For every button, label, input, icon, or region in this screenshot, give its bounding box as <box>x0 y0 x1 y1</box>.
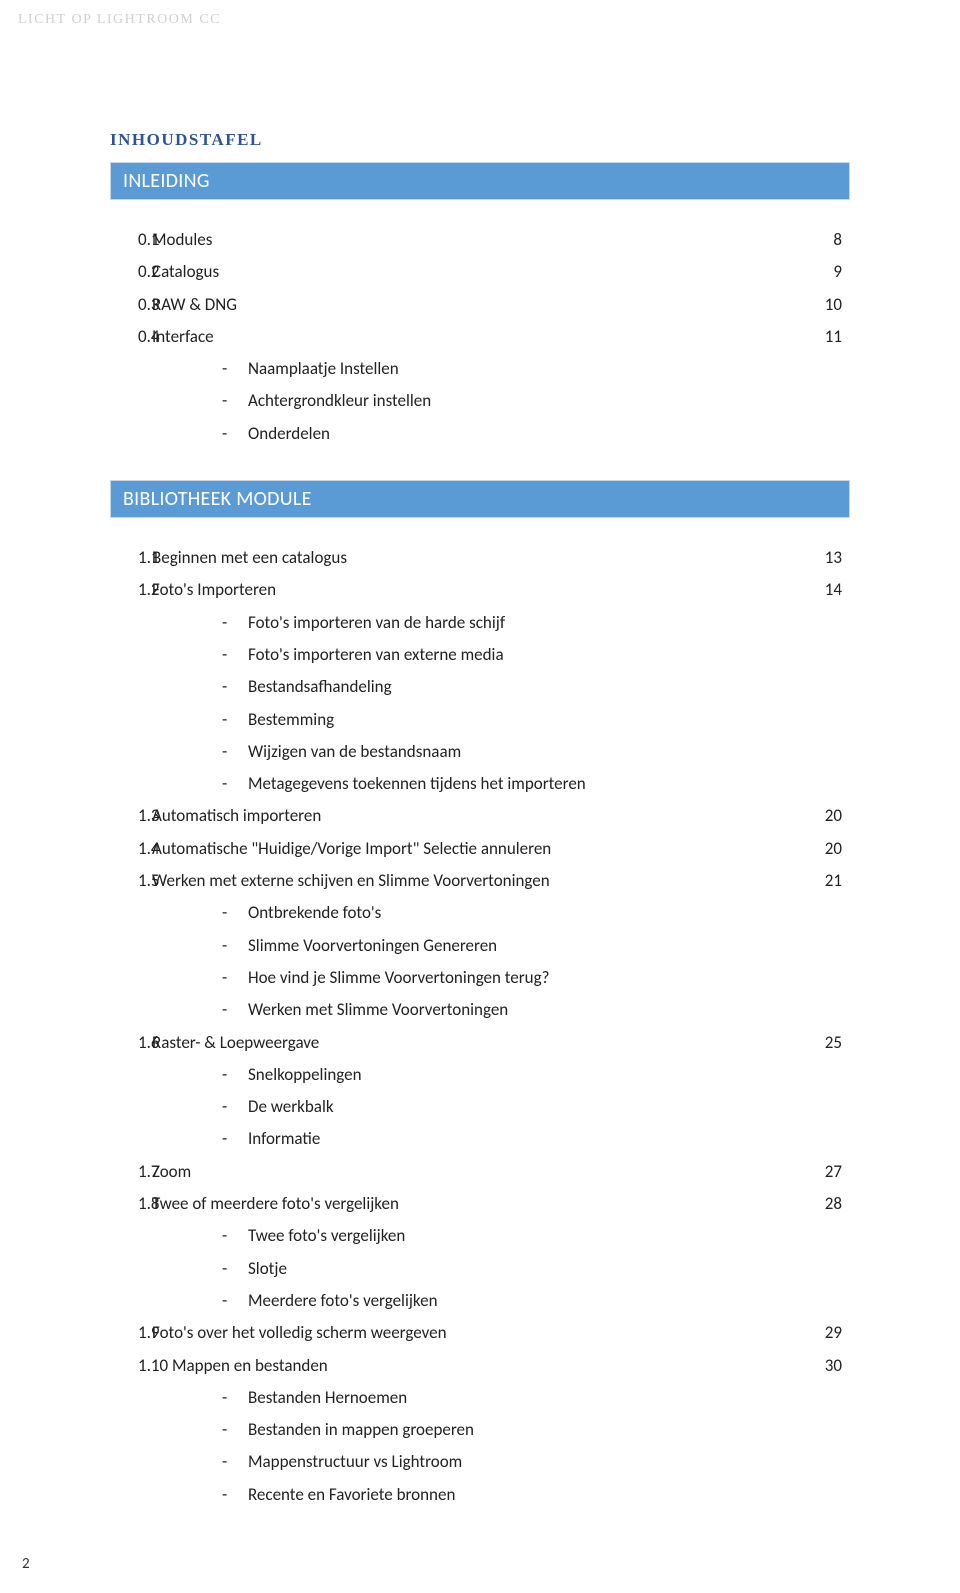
toc-sublist: SnelkoppelingenDe werkbalkInformatie <box>110 1059 850 1156</box>
toc-subitem: Mappenstructuur vs Lightroom <box>222 1446 850 1478</box>
toc-subitem: Slotje <box>222 1253 850 1285</box>
toc-entry-num: 0.2 <box>110 256 146 288</box>
toc-row: 0.2Catalogus9 <box>110 256 850 288</box>
toc-block-intro: 0.1Modules80.2Catalogus90.3RAW & DNG100.… <box>110 224 850 450</box>
toc-entry-num: 1.1 <box>110 542 146 574</box>
toc-row: 1.10 Mappen en bestanden 30 <box>110 1350 850 1382</box>
toc-block-biblio: 1.1Beginnen met een catalogus131.2Foto's… <box>110 542 850 1511</box>
toc-subitem: Metagegevens toekennen tijdens het impor… <box>222 768 850 800</box>
toc-entry-page: 30 <box>790 1350 850 1382</box>
heading-bar-bibliotheek: BIBLIOTHEEK MODULE <box>110 480 850 518</box>
running-header: LICHT OP LIGHTROOM CC <box>18 12 221 28</box>
toc-entry-label: Automatisch importeren <box>146 800 790 832</box>
toc-entry-num: 1.2 <box>110 574 146 606</box>
toc-entry-num: 1.5 <box>110 865 146 897</box>
toc-subitem: Ontbrekende foto's <box>222 897 850 929</box>
toc-entry-num: 0.3 <box>110 289 146 321</box>
toc-entry-num: 1.7 <box>110 1156 146 1188</box>
toc-subitem: Onderdelen <box>222 418 850 450</box>
toc-subitem: Bestanden in mappen groeperen <box>222 1414 850 1446</box>
toc-entry-num: 1.3 <box>110 800 146 832</box>
toc-entry-label: Beginnen met een catalogus <box>146 542 790 574</box>
toc-entry-page: 20 <box>790 833 850 865</box>
toc-subitem: Wijzigen van de bestandsnaam <box>222 736 850 768</box>
toc-entry-page: 28 <box>790 1188 850 1220</box>
toc-subitem: Twee foto's vergelijken <box>222 1220 850 1252</box>
toc-subitem: Bestemming <box>222 704 850 736</box>
toc-subitem: Hoe vind je Slimme Voorvertoningen terug… <box>222 962 850 994</box>
toc-entry-label: Foto's over het volledig scherm weergeve… <box>146 1317 790 1349</box>
toc-subitem: Naamplaatje Instellen <box>222 353 850 385</box>
toc-entry-label: Modules <box>146 224 790 256</box>
toc-subitem: Bestanden Hernoemen <box>222 1382 850 1414</box>
toc-subitem: Bestandsafhandeling <box>222 671 850 703</box>
toc-row: 0.3RAW & DNG10 <box>110 289 850 321</box>
toc-sublist: Twee foto's vergelijkenSlotjeMeerdere fo… <box>110 1220 850 1317</box>
toc-sublist: Ontbrekende foto'sSlimme Voorvertoningen… <box>110 897 850 1026</box>
toc-entry-num: 1.8 <box>110 1188 146 1220</box>
toc-row: 1.8Twee of meerdere foto's vergelijken28 <box>110 1188 850 1220</box>
toc-subitem: Foto's importeren van externe media <box>222 639 850 671</box>
section-title: INHOUDSTAFEL <box>110 130 850 150</box>
toc-entry-page: 14 <box>790 574 850 606</box>
toc-entry-label: Raster- & Loepweergave <box>146 1027 790 1059</box>
toc-row: 0.4Interface11 <box>110 321 850 353</box>
toc-entry-page: 20 <box>790 800 850 832</box>
toc-row: 0.1Modules8 <box>110 224 850 256</box>
toc-entry-num: 1.4 <box>110 833 146 865</box>
toc-entry-num: 1.9 <box>110 1317 146 1349</box>
toc-sublist: Bestanden HernoemenBestanden in mappen g… <box>110 1382 850 1511</box>
toc-subitem: De werkbalk <box>222 1091 850 1123</box>
toc-row: 1.3Automatisch importeren20 <box>110 800 850 832</box>
toc-entry-label: Twee of meerdere foto's vergelijken <box>146 1188 790 1220</box>
toc-sublist: Naamplaatje InstellenAchtergrondkleur in… <box>110 353 850 450</box>
toc-entry-num: 1.6 <box>110 1027 146 1059</box>
toc-subitem: Achtergrondkleur instellen <box>222 385 850 417</box>
toc-entry-label: Catalogus <box>146 256 790 288</box>
toc-subitem: Werken met Slimme Voorvertoningen <box>222 994 850 1026</box>
toc-subitem: Snelkoppelingen <box>222 1059 850 1091</box>
toc-entry-label: Interface <box>146 321 790 353</box>
toc-row: 1.9Foto's over het volledig scherm weerg… <box>110 1317 850 1349</box>
toc-subitem: Slimme Voorvertoningen Genereren <box>222 930 850 962</box>
toc-subitem: Recente en Favoriete bronnen <box>222 1479 850 1511</box>
toc-entry-page: 25 <box>790 1027 850 1059</box>
toc-entry-page: 27 <box>790 1156 850 1188</box>
toc-row: 1.5Werken met externe schijven en Slimme… <box>110 865 850 897</box>
heading-bar-inleiding: INLEIDING <box>110 162 850 200</box>
toc-entry-page: 10 <box>790 289 850 321</box>
toc-row: 1.1Beginnen met een catalogus13 <box>110 542 850 574</box>
toc-entry-page: 29 <box>790 1317 850 1349</box>
toc-entry-page: 21 <box>790 865 850 897</box>
toc-entry-label: RAW & DNG <box>146 289 790 321</box>
toc-entry-label: Werken met externe schijven en Slimme Vo… <box>146 865 790 897</box>
content-area: INHOUDSTAFEL INLEIDING 0.1Modules80.2Cat… <box>0 0 960 1581</box>
toc-row: 1.2Foto's Importeren14 <box>110 574 850 606</box>
page: LICHT OP LIGHTROOM CC INHOUDSTAFEL INLEI… <box>0 0 960 1593</box>
toc-entry-label: Automatische "Huidige/Vorige Import" Sel… <box>146 833 790 865</box>
toc-subitem: Meerdere foto's vergelijken <box>222 1285 850 1317</box>
toc-entry-label: Zoom <box>146 1156 790 1188</box>
toc-entry-page: 11 <box>790 321 850 353</box>
toc-row: 1.6Raster- & Loepweergave25 <box>110 1027 850 1059</box>
toc-entry-num: 0.4 <box>110 321 146 353</box>
toc-subitem: Informatie <box>222 1123 850 1155</box>
toc-entry-page: 13 <box>790 542 850 574</box>
toc-subitem: Foto's importeren van de harde schijf <box>222 607 850 639</box>
toc-sublist: Foto's importeren van de harde schijfFot… <box>110 607 850 801</box>
toc-entry-page: 8 <box>790 224 850 256</box>
toc-entry-num: 0.1 <box>110 224 146 256</box>
toc-entry-page: 9 <box>790 256 850 288</box>
toc-row: 1.4Automatische "Huidige/Vorige Import" … <box>110 833 850 865</box>
toc-entry-num: 1.10 Mappen en bestanden <box>110 1350 328 1382</box>
toc-row: 1.7Zoom27 <box>110 1156 850 1188</box>
page-number: 2 <box>22 1555 30 1573</box>
toc-entry-label: Foto's Importeren <box>146 574 790 606</box>
